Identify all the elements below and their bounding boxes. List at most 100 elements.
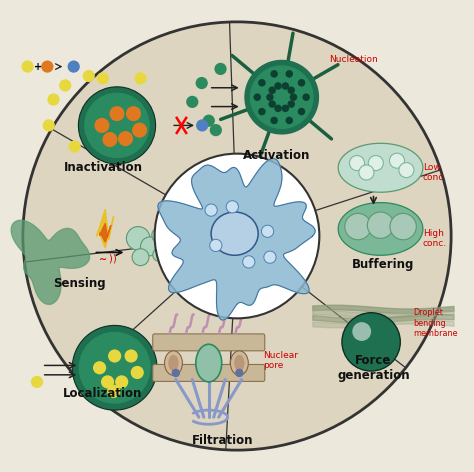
Circle shape <box>235 369 244 377</box>
Circle shape <box>367 212 394 238</box>
Circle shape <box>101 375 114 388</box>
Circle shape <box>69 141 81 153</box>
Ellipse shape <box>196 344 222 382</box>
Circle shape <box>126 106 141 121</box>
Circle shape <box>254 93 261 101</box>
Text: Filtration: Filtration <box>192 434 254 447</box>
Circle shape <box>203 115 215 127</box>
Polygon shape <box>338 202 423 255</box>
Circle shape <box>84 93 150 158</box>
Text: Localization: Localization <box>63 387 143 400</box>
Text: Buffering: Buffering <box>352 258 414 271</box>
Circle shape <box>107 385 120 398</box>
Circle shape <box>73 325 157 410</box>
Circle shape <box>270 117 278 124</box>
Circle shape <box>68 60 80 73</box>
Circle shape <box>399 162 414 177</box>
Polygon shape <box>245 60 319 134</box>
Circle shape <box>132 249 149 266</box>
Circle shape <box>214 63 227 75</box>
FancyBboxPatch shape <box>153 364 265 381</box>
Circle shape <box>262 225 273 237</box>
Ellipse shape <box>234 355 245 371</box>
Circle shape <box>23 22 451 450</box>
Circle shape <box>274 82 282 90</box>
Ellipse shape <box>164 351 182 375</box>
Circle shape <box>47 93 60 106</box>
Circle shape <box>287 101 295 108</box>
Circle shape <box>153 248 166 261</box>
Ellipse shape <box>168 355 179 371</box>
Circle shape <box>135 72 146 84</box>
Circle shape <box>390 153 404 168</box>
Circle shape <box>268 101 276 108</box>
Ellipse shape <box>211 212 258 255</box>
Circle shape <box>282 82 289 90</box>
Text: Low
conc.: Low conc. <box>423 163 447 182</box>
Circle shape <box>152 228 167 243</box>
Circle shape <box>94 118 109 133</box>
Circle shape <box>285 70 293 78</box>
Text: Sensing: Sensing <box>53 277 106 289</box>
Text: Force
generation: Force generation <box>337 354 410 382</box>
Circle shape <box>125 349 138 362</box>
Circle shape <box>282 105 289 112</box>
Circle shape <box>349 156 365 170</box>
Circle shape <box>78 87 155 164</box>
Circle shape <box>298 108 305 115</box>
Circle shape <box>274 105 282 112</box>
Circle shape <box>359 165 374 180</box>
Circle shape <box>172 369 180 377</box>
FancyBboxPatch shape <box>153 334 265 351</box>
Text: Nucleation: Nucleation <box>329 55 377 64</box>
Circle shape <box>243 256 255 268</box>
Circle shape <box>108 349 121 362</box>
Text: Inactivation: Inactivation <box>64 161 142 174</box>
Circle shape <box>97 72 109 84</box>
Circle shape <box>290 93 297 101</box>
Circle shape <box>266 93 273 101</box>
Circle shape <box>258 108 265 115</box>
Circle shape <box>43 119 55 132</box>
Circle shape <box>59 79 72 92</box>
Circle shape <box>268 86 276 94</box>
Circle shape <box>342 313 401 371</box>
Circle shape <box>390 213 416 240</box>
Polygon shape <box>11 220 90 304</box>
Circle shape <box>264 251 276 263</box>
Text: Nuclear
pore: Nuclear pore <box>263 351 298 371</box>
Ellipse shape <box>230 351 248 375</box>
Circle shape <box>196 77 208 89</box>
Text: $\mathbf{\sim}$)): $\mathbf{\sim}$)) <box>97 252 118 265</box>
Circle shape <box>196 119 208 132</box>
Circle shape <box>93 361 106 374</box>
Circle shape <box>41 60 54 73</box>
Circle shape <box>31 376 43 388</box>
Circle shape <box>127 227 150 250</box>
Circle shape <box>368 156 383 170</box>
Circle shape <box>298 79 305 86</box>
Circle shape <box>140 237 159 256</box>
Circle shape <box>270 70 278 78</box>
Text: Droplet
bending
membrane: Droplet bending membrane <box>413 308 458 338</box>
Circle shape <box>345 213 371 240</box>
Circle shape <box>258 79 265 86</box>
Circle shape <box>210 239 222 252</box>
Circle shape <box>115 375 128 388</box>
Polygon shape <box>100 223 111 242</box>
Polygon shape <box>251 66 313 128</box>
Circle shape <box>302 93 310 101</box>
Polygon shape <box>97 209 114 248</box>
Text: Activation: Activation <box>243 150 310 162</box>
Circle shape <box>131 366 144 379</box>
Text: High
conc.: High conc. <box>423 228 447 248</box>
Polygon shape <box>158 159 315 320</box>
Circle shape <box>205 204 217 216</box>
Polygon shape <box>338 143 423 192</box>
Circle shape <box>155 154 319 318</box>
Text: +: + <box>34 61 42 72</box>
Circle shape <box>132 123 147 138</box>
Circle shape <box>186 96 199 108</box>
Circle shape <box>118 131 133 146</box>
Circle shape <box>352 322 371 341</box>
